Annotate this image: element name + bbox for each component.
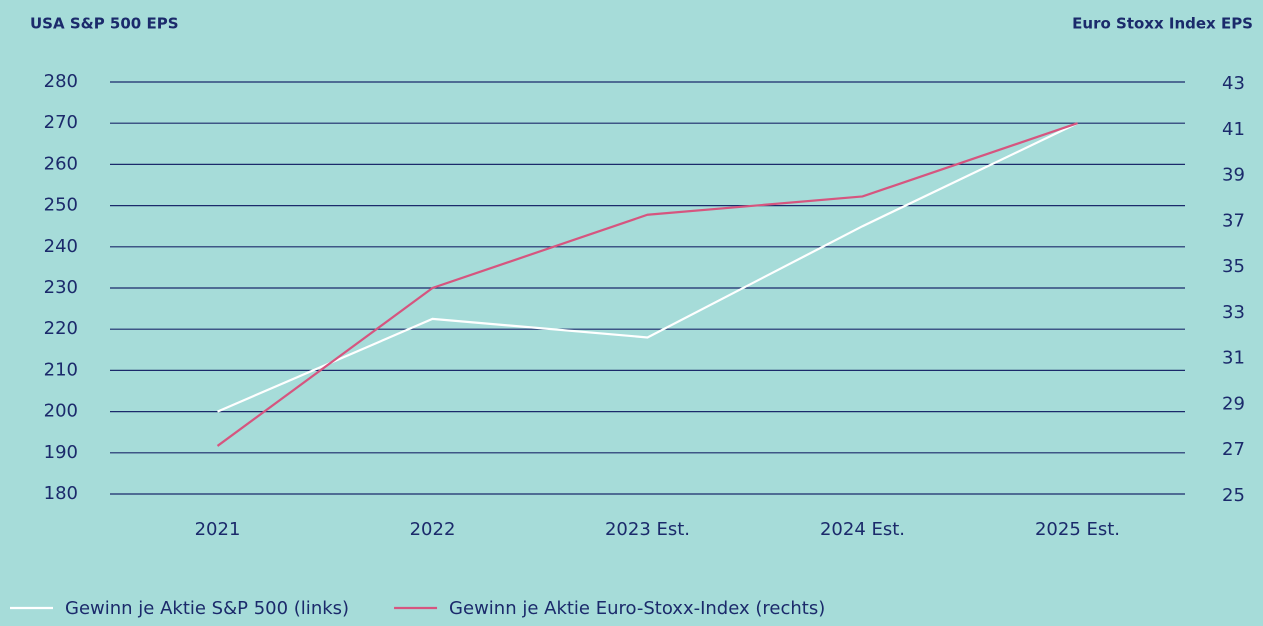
- x-tick-label: 2021: [195, 519, 241, 540]
- x-tick-label: 2025 Est.: [1035, 519, 1120, 540]
- x-tick-label: 2022: [410, 519, 456, 540]
- y-tick-label: 230: [44, 277, 78, 298]
- y-tick-label: 240: [44, 236, 78, 257]
- y-tick-label: 210: [44, 359, 78, 380]
- y-tick-label: 280: [44, 71, 78, 92]
- y2-tick-label: 33: [1222, 302, 1245, 323]
- y2-tick-label: 29: [1222, 393, 1245, 414]
- y2-tick-label: 27: [1222, 439, 1245, 460]
- y2-tick-label: 43: [1222, 73, 1245, 94]
- y2-tick-label: 41: [1222, 119, 1245, 140]
- y-tick-label: 180: [44, 483, 78, 504]
- y2-axis-title: Euro Stoxx Index EPS: [1072, 15, 1253, 33]
- y2-tick-label: 31: [1222, 348, 1245, 369]
- line-series: [216, 122, 1078, 447]
- y2-tick-label: 37: [1222, 210, 1245, 231]
- y-tick-label: 250: [44, 195, 78, 216]
- legend-label: Gewinn je Aktie S&P 500 (links): [65, 598, 349, 619]
- x-tick-label: 2024 Est.: [820, 519, 905, 540]
- y2-tick-label: 25: [1222, 485, 1245, 506]
- y2-tick-label: 39: [1222, 165, 1245, 186]
- y-axis-title: USA S&P 500 EPS: [30, 15, 179, 33]
- y-tick-label: 200: [44, 401, 78, 422]
- y-tick-label: 190: [44, 442, 78, 463]
- line-series: [217, 122, 1078, 413]
- legend-label: Gewinn je Aktie Euro-Stoxx-Index (rechts…: [449, 598, 825, 619]
- y-tick-label: 220: [44, 318, 78, 339]
- y-tick-label: 260: [44, 153, 78, 174]
- y-tick-label: 270: [44, 112, 78, 133]
- y2-tick-label: 35: [1222, 256, 1245, 277]
- x-tick-label: 2023 Est.: [605, 519, 690, 540]
